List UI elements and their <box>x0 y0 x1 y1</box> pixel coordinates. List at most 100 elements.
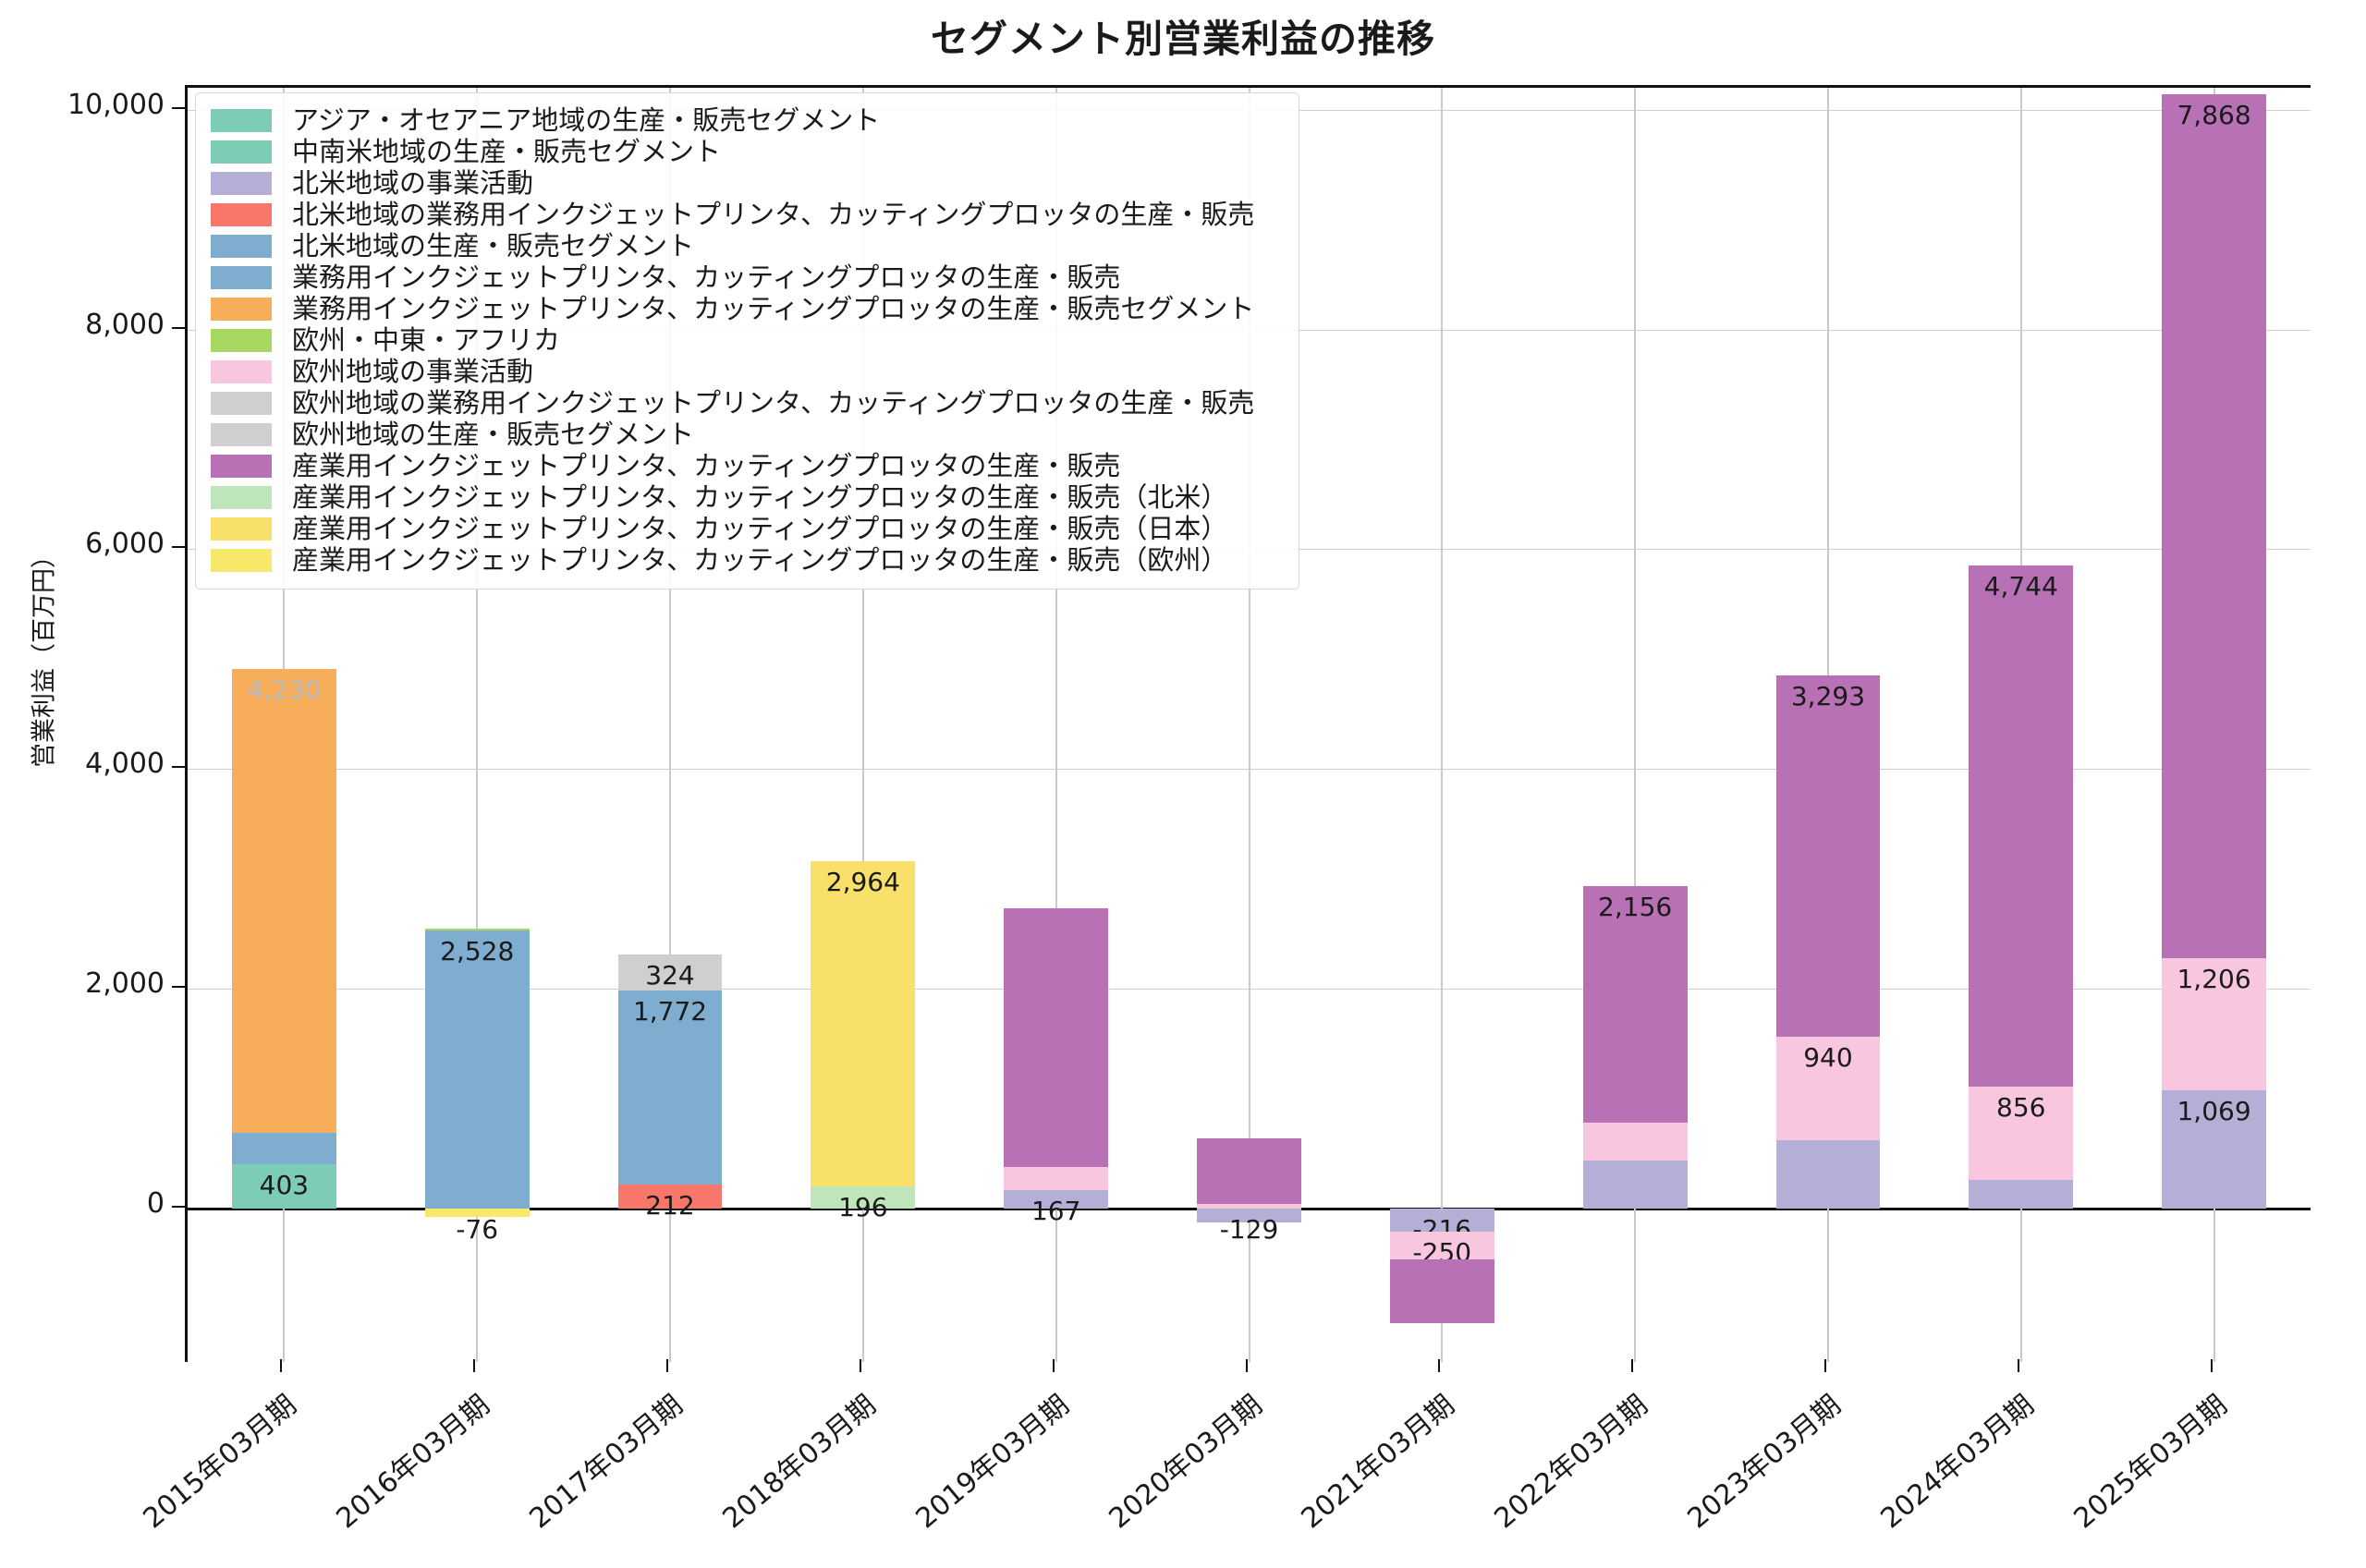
bar-segment[interactable] <box>1389 1208 1494 1233</box>
legend-item[interactable]: 業務用インクジェットプリンタ、カッティングプロッタの生産・販売 <box>211 261 1284 293</box>
bar-segment[interactable] <box>811 1186 916 1209</box>
bar-value-label: -76 <box>456 1213 499 1245</box>
legend-swatch-icon <box>211 328 272 352</box>
y-tick-label: 6,000 <box>85 528 165 561</box>
bar-segment[interactable] <box>424 930 530 1209</box>
x-tick-mark <box>1823 1359 1826 1372</box>
x-tick-label: 2018年03月期 <box>716 1389 883 1536</box>
bar-segment[interactable] <box>232 1133 336 1164</box>
legend-item[interactable]: 北米地域の事業活動 <box>211 167 1284 199</box>
y-axis-label: 営業利益（百万円） <box>30 543 59 768</box>
gridline-vertical <box>476 88 479 1362</box>
legend-swatch-icon <box>211 234 272 258</box>
x-tick-mark <box>1438 1359 1441 1372</box>
bar-segment[interactable] <box>2162 93 2266 959</box>
legend-swatch-icon <box>211 140 272 164</box>
legend-item-label: 産業用インクジェットプリンタ、カッティングプロッタの生産・販売（欧州） <box>292 543 1228 576</box>
bar-group[interactable]: 403 4,230 <box>232 88 336 1362</box>
plot-area: 403 4,230 -76 2,528 212 1,772 324 196 2,964 167 -1… <box>185 85 2311 1362</box>
legend-item[interactable]: 欧州・中東・アフリカ <box>211 324 1284 356</box>
x-tick-mark <box>2017 1359 2019 1372</box>
bar-segment[interactable] <box>1197 1137 1301 1204</box>
bar-segment[interactable] <box>617 1185 723 1209</box>
legend-item-label: 欧州地域の事業活動 <box>292 355 534 387</box>
bar-segment[interactable] <box>1389 1258 1494 1323</box>
legend-swatch-icon <box>211 548 272 572</box>
legend-item[interactable]: 業務用インクジェットプリンタ、カッティングプロッタの生産・販売セグメント <box>211 293 1284 324</box>
bar-group[interactable]: 2,156 <box>1582 88 1688 1362</box>
legend-item-label: 欧州・中東・アフリカ <box>292 323 561 356</box>
bar-segment[interactable] <box>1775 1139 1881 1209</box>
y-tick-label: 8,000 <box>85 308 165 341</box>
bar-segment[interactable] <box>1582 1122 1688 1161</box>
y-tick-mark <box>172 106 185 109</box>
legend-item-label: 産業用インクジェットプリンタ、カッティングプロッタの生産・販売（日本） <box>292 512 1228 544</box>
legend-item[interactable]: 欧州地域の業務用インクジェットプリンタ、カッティングプロッタの生産・販売 <box>211 387 1284 419</box>
legend-item[interactable]: 欧州地域の生産・販売セグメント <box>211 419 1284 450</box>
x-tick-mark <box>280 1359 283 1372</box>
bar-segment[interactable] <box>1969 1180 2074 1209</box>
legend-item[interactable]: 産業用インクジェットプリンタ、カッティングプロッタの生産・販売（日本） <box>211 513 1284 544</box>
legend-swatch-icon <box>211 517 272 541</box>
bar-segment[interactable] <box>1004 907 1109 1167</box>
bar-segment[interactable] <box>232 668 336 1134</box>
x-tick-label: 2021年03月期 <box>1295 1389 1461 1536</box>
bar-group[interactable]: 1,069 1,206 7,868 <box>2162 88 2266 1362</box>
bar-segment[interactable] <box>1197 1208 1301 1222</box>
bar-segment[interactable] <box>424 1208 530 1217</box>
bar-segment[interactable] <box>617 954 723 991</box>
legend-item[interactable]: アジア・オセアニア地域の生産・販売セグメント <box>211 104 1284 136</box>
x-tick-label: 2024年03月期 <box>1874 1389 2041 1536</box>
legend-item[interactable]: 北米地域の生産・販売セグメント <box>211 230 1284 261</box>
legend-swatch-icon <box>211 391 272 415</box>
bar-segment[interactable] <box>1969 565 2074 1087</box>
legend-item[interactable]: 産業用インクジェットプリンタ、カッティングプロッタの生産・販売（欧州） <box>211 544 1284 576</box>
x-tick-mark <box>473 1359 476 1372</box>
y-tick-label: 0 <box>146 1186 165 1220</box>
legend-item-label: 北米地域の事業活動 <box>292 166 534 199</box>
legend-swatch-icon <box>211 108 272 132</box>
bar-segment[interactable] <box>1004 1189 1109 1209</box>
legend-swatch-icon <box>211 454 272 478</box>
legend-item-label: 業務用インクジェットプリンタ、カッティングプロッタの生産・販売 <box>292 261 1121 293</box>
x-tick-mark <box>2210 1359 2213 1372</box>
bar-segment[interactable] <box>617 990 723 1185</box>
gridline-vertical <box>669 88 672 1362</box>
bar-segment[interactable] <box>232 1163 336 1209</box>
gridline-vertical <box>1055 88 1057 1362</box>
x-tick-mark <box>859 1359 861 1372</box>
legend-item[interactable]: 中南米地域の生産・販売セグメント <box>211 136 1284 167</box>
plot-inner: 403 4,230 -76 2,528 212 1,772 324 196 2,964 167 -1… <box>188 88 2311 1362</box>
bar-group[interactable]: 940 3,293 <box>1775 88 1881 1362</box>
bar-segment[interactable] <box>1389 1232 1494 1259</box>
legend-swatch-icon <box>211 202 272 226</box>
bar-segment[interactable] <box>1582 885 1688 1123</box>
y-tick-label: 2,000 <box>85 966 165 1000</box>
bar-segment[interactable] <box>424 928 530 931</box>
bar-segment[interactable] <box>1775 1037 1881 1140</box>
bar-segment[interactable] <box>811 860 916 1187</box>
legend-item[interactable]: 産業用インクジェットプリンタ、カッティングプロッタの生産・販売 <box>211 450 1284 481</box>
bar-segment[interactable] <box>1969 1086 2074 1181</box>
legend-item[interactable]: 欧州地域の事業活動 <box>211 356 1284 387</box>
bar-group[interactable]: -216 -250 <box>1389 88 1494 1362</box>
legend-item[interactable]: 北米地域の業務用インクジェットプリンタ、カッティングプロッタの生産・販売 <box>211 199 1284 230</box>
y-tick-mark <box>172 546 185 549</box>
legend-item[interactable]: 産業用インクジェットプリンタ、カッティングプロッタの生産・販売（北米） <box>211 481 1284 513</box>
bar-segment[interactable] <box>2162 958 2266 1091</box>
gridline-vertical <box>1634 88 1637 1362</box>
bar-segment[interactable] <box>1582 1161 1688 1209</box>
legend-item-label: 中南米地域の生産・販売セグメント <box>292 135 722 167</box>
x-tick-label: 2015年03月期 <box>137 1389 304 1536</box>
y-tick-mark <box>172 985 185 988</box>
legend-item-label: 北米地域の業務用インクジェットプリンタ、カッティングプロッタの生産・販売 <box>292 198 1255 230</box>
legend-swatch-icon <box>211 422 272 446</box>
bar-segment[interactable] <box>1197 1203 1301 1209</box>
bar-group[interactable]: 856 4,744 <box>1969 88 2074 1362</box>
x-tick-mark <box>666 1359 669 1372</box>
bar-segment[interactable] <box>2162 1090 2266 1209</box>
x-tick-label: 2022年03月期 <box>1488 1389 1654 1536</box>
x-tick-mark <box>1631 1359 1634 1372</box>
bar-segment[interactable] <box>1004 1166 1109 1190</box>
bar-segment[interactable] <box>1775 675 1881 1038</box>
